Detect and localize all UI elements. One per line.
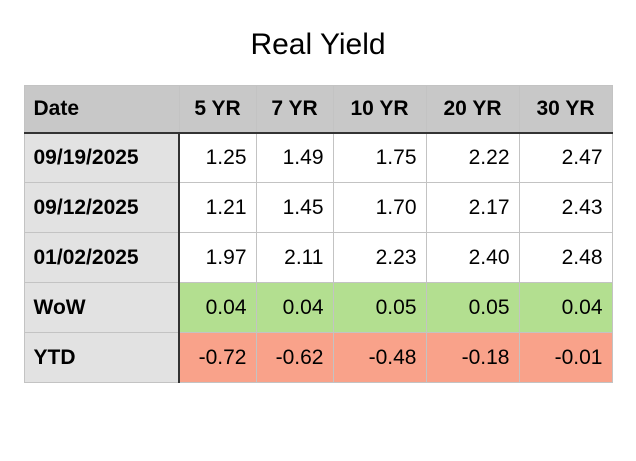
- value-cell-30yr: 2.43: [518, 182, 613, 233]
- column-header-30yr: 30 YR: [518, 85, 613, 134]
- value-cell-30yr: 0.04: [518, 282, 613, 333]
- value-cell-7yr: 1.49: [255, 132, 334, 183]
- row-label-date: 09/12/2025: [23, 182, 180, 233]
- table-row-09-12-2025: 09/12/2025 1.21 1.45 1.70 2.17 2.43: [23, 182, 613, 233]
- value-cell-5yr: 1.21: [178, 182, 257, 233]
- value-cell-7yr: 0.04: [255, 282, 334, 333]
- value-cell-5yr: 0.04: [178, 282, 257, 333]
- row-label-date: 09/19/2025: [23, 132, 180, 183]
- value-cell-20yr: 2.17: [425, 182, 520, 233]
- value-cell-20yr: 0.05: [425, 282, 520, 333]
- table-row-wow: WoW 0.04 0.04 0.05 0.05 0.04: [23, 282, 613, 333]
- table-row-01-02-2025: 01/02/2025 1.97 2.11 2.23 2.40 2.48: [23, 232, 613, 283]
- value-cell-10yr: 0.05: [332, 282, 427, 333]
- value-cell-10yr: 2.23: [332, 232, 427, 283]
- column-header-7yr: 7 YR: [255, 85, 334, 134]
- column-header-5yr: 5 YR: [178, 85, 257, 134]
- row-label-ytd: YTD: [23, 332, 180, 383]
- value-cell-20yr: 2.40: [425, 232, 520, 283]
- column-header-10yr: 10 YR: [332, 85, 427, 134]
- column-header-20yr: 20 YR: [425, 85, 520, 134]
- table-row-ytd: YTD -0.72 -0.62 -0.48 -0.18 -0.01: [23, 332, 613, 383]
- value-cell-5yr: 1.25: [178, 132, 257, 183]
- value-cell-7yr: -0.62: [255, 332, 334, 383]
- table-row-09-19-2025: 09/19/2025 1.25 1.49 1.75 2.22 2.47: [23, 132, 613, 183]
- value-cell-5yr: -0.72: [178, 332, 257, 383]
- value-cell-30yr: -0.01: [518, 332, 613, 383]
- value-cell-7yr: 1.45: [255, 182, 334, 233]
- value-cell-30yr: 2.47: [518, 132, 613, 183]
- value-cell-10yr: 1.75: [332, 132, 427, 183]
- value-cell-5yr: 1.97: [178, 232, 257, 283]
- value-cell-20yr: -0.18: [425, 332, 520, 383]
- value-cell-10yr: -0.48: [332, 332, 427, 383]
- column-header-date: Date: [23, 85, 180, 134]
- value-cell-7yr: 2.11: [255, 232, 334, 283]
- row-label-wow: WoW: [23, 282, 180, 333]
- real-yield-table: Date 5 YR 7 YR 10 YR 20 YR 30 YR 09/19/2…: [23, 85, 613, 383]
- page-title: Real Yield: [250, 28, 386, 61]
- table-header-row: Date 5 YR 7 YR 10 YR 20 YR 30 YR: [23, 85, 613, 134]
- row-label-date: 01/02/2025: [23, 232, 180, 283]
- value-cell-30yr: 2.48: [518, 232, 613, 283]
- value-cell-10yr: 1.70: [332, 182, 427, 233]
- value-cell-20yr: 2.22: [425, 132, 520, 183]
